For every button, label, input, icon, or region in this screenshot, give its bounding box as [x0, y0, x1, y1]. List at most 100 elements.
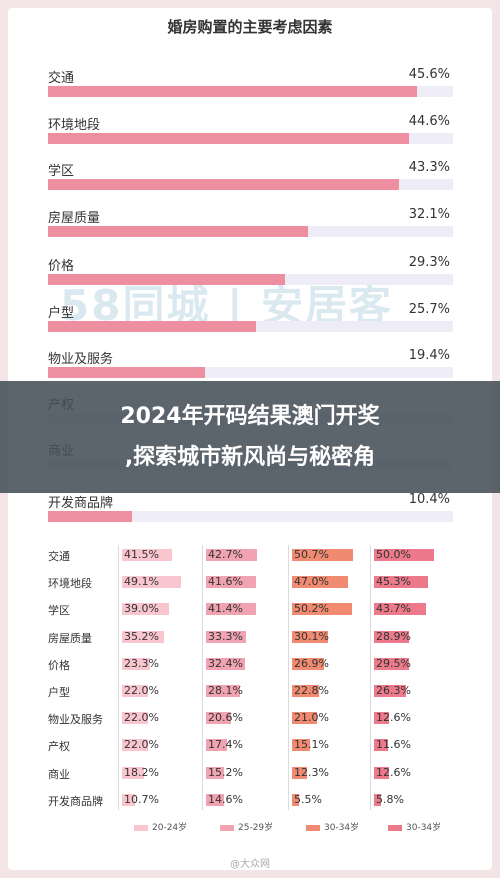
cell-value: 26.3%: [376, 684, 411, 697]
value-label: 32.1%: [408, 207, 450, 222]
value-label: 29.3%: [408, 255, 450, 270]
table-row-label: 房屋质量: [48, 631, 92, 645]
bar: [48, 86, 418, 97]
headline-banner: 2024年开码结果澳门开奖 ,探索城市新风尚与秘密角: [0, 381, 500, 493]
legend-item: 25-29岁: [220, 820, 273, 833]
cell-bar: [374, 685, 406, 697]
cell-value: 47.0%: [294, 575, 329, 589]
cell-value: 22.0%: [124, 738, 159, 752]
cell-bar: [122, 603, 169, 616]
banner-line-1: 2024年开码结果澳门开奖: [120, 404, 380, 429]
bar: [48, 321, 257, 332]
table-cell: 41.6%: [206, 575, 272, 589]
table-cell: 15.2%: [206, 766, 272, 780]
value-label: 25.7%: [408, 302, 450, 317]
cell-bar: [292, 712, 318, 725]
cell-value: 22.0%: [124, 711, 159, 725]
table-cell: 12.6%: [374, 711, 440, 725]
cell-value: 5.5%: [294, 792, 322, 806]
table-cell: 11.6%: [374, 738, 440, 752]
cell-value: 42.7%: [208, 548, 243, 561]
table-cell: 50.7%: [292, 548, 358, 562]
bar-track: [48, 86, 453, 97]
table-cell: 50.0%: [374, 548, 440, 562]
cell-bar: [122, 793, 135, 806]
table-cell: 41.5%: [122, 548, 188, 562]
cell-value: 29.5%: [376, 656, 411, 670]
category-label: 房屋质量: [48, 211, 101, 226]
cell-bar: [374, 657, 410, 670]
table-cell: 42.7%: [206, 548, 272, 562]
column-divider: [288, 545, 289, 810]
bar: [48, 367, 206, 378]
cell-bar: [292, 630, 329, 643]
bar: [48, 226, 308, 237]
bar: [48, 274, 286, 285]
cell-value: 17.4%: [208, 738, 243, 752]
cell-bar: [206, 657, 245, 670]
cell-bar: [292, 603, 353, 616]
category-label: 户型: [48, 306, 75, 321]
table-cell: 50.2%: [292, 602, 358, 616]
category-label: 交通: [48, 71, 75, 86]
cell-value: 15.1%: [294, 738, 329, 752]
category-label: 价格: [48, 259, 75, 274]
cell-bar: [206, 766, 225, 779]
cell-bar: [292, 576, 349, 589]
legend-label: 30-34岁: [324, 823, 360, 833]
category-label: 学区: [48, 164, 75, 179]
table-cell: 15.1%: [292, 738, 358, 752]
legend-swatch: [388, 824, 402, 831]
legend-item: 20-24岁: [134, 820, 187, 833]
cell-bar: [206, 603, 256, 616]
table-row-label: 价格: [48, 658, 70, 672]
cell-value: 5.8%: [376, 792, 404, 806]
cell-bar: [206, 793, 224, 806]
cell-bar: [206, 630, 246, 643]
table-cell: 41.4%: [206, 602, 272, 616]
cell-value: 14.6%: [208, 792, 243, 806]
category-label: 物业及服务: [48, 352, 114, 367]
cell-bar: [122, 576, 181, 589]
banner-line-2: ,探索城市新风尚与秘密角: [124, 445, 376, 470]
cell-value: 20.6%: [208, 711, 243, 725]
cell-bar: [122, 766, 144, 779]
table-row-label: 学区: [48, 604, 70, 618]
cell-bar: [374, 630, 409, 643]
table-cell: 5.8%: [374, 793, 440, 807]
table-cell: 18.2%: [122, 766, 188, 780]
category-label: 环境地段: [48, 118, 101, 133]
cell-bar: [374, 603, 427, 616]
legend-item: 30-34岁: [388, 820, 441, 833]
cell-bar: [206, 549, 258, 561]
value-label: 19.4%: [408, 348, 450, 363]
cell-bar: [122, 657, 150, 670]
table-cell: 22.8%: [292, 684, 358, 698]
bar-track: [48, 321, 453, 332]
cell-value: 15.2%: [208, 765, 243, 779]
cell-value: 12.6%: [376, 711, 411, 725]
cell-bar: [122, 630, 165, 643]
table-cell: 14.6%: [206, 793, 272, 807]
category-label: 开发商品牌: [48, 496, 114, 511]
value-label: 44.6%: [408, 114, 450, 129]
cell-bar: [206, 576, 256, 589]
cell-value: 50.0%: [376, 548, 411, 561]
value-label: 45.6%: [408, 67, 450, 82]
bar: [48, 179, 399, 190]
cell-bar: [206, 712, 231, 725]
cell-bar: [122, 739, 149, 752]
column-divider: [118, 545, 119, 810]
cell-bar: [292, 685, 320, 697]
table-row-label: 开发商品牌: [48, 794, 103, 808]
cell-value: 35.2%: [124, 629, 159, 643]
cell-value: 28.1%: [208, 684, 243, 697]
cell-bar: [374, 766, 390, 779]
legend-label: 25-29岁: [238, 823, 274, 833]
table-cell: 49.1%: [122, 575, 188, 589]
cell-value: 12.6%: [376, 765, 411, 779]
cell-value: 10.7%: [124, 792, 159, 806]
table-cell: 10.7%: [122, 793, 188, 807]
cell-value: 21.0%: [294, 711, 329, 725]
cell-value: 33.3%: [208, 629, 243, 643]
